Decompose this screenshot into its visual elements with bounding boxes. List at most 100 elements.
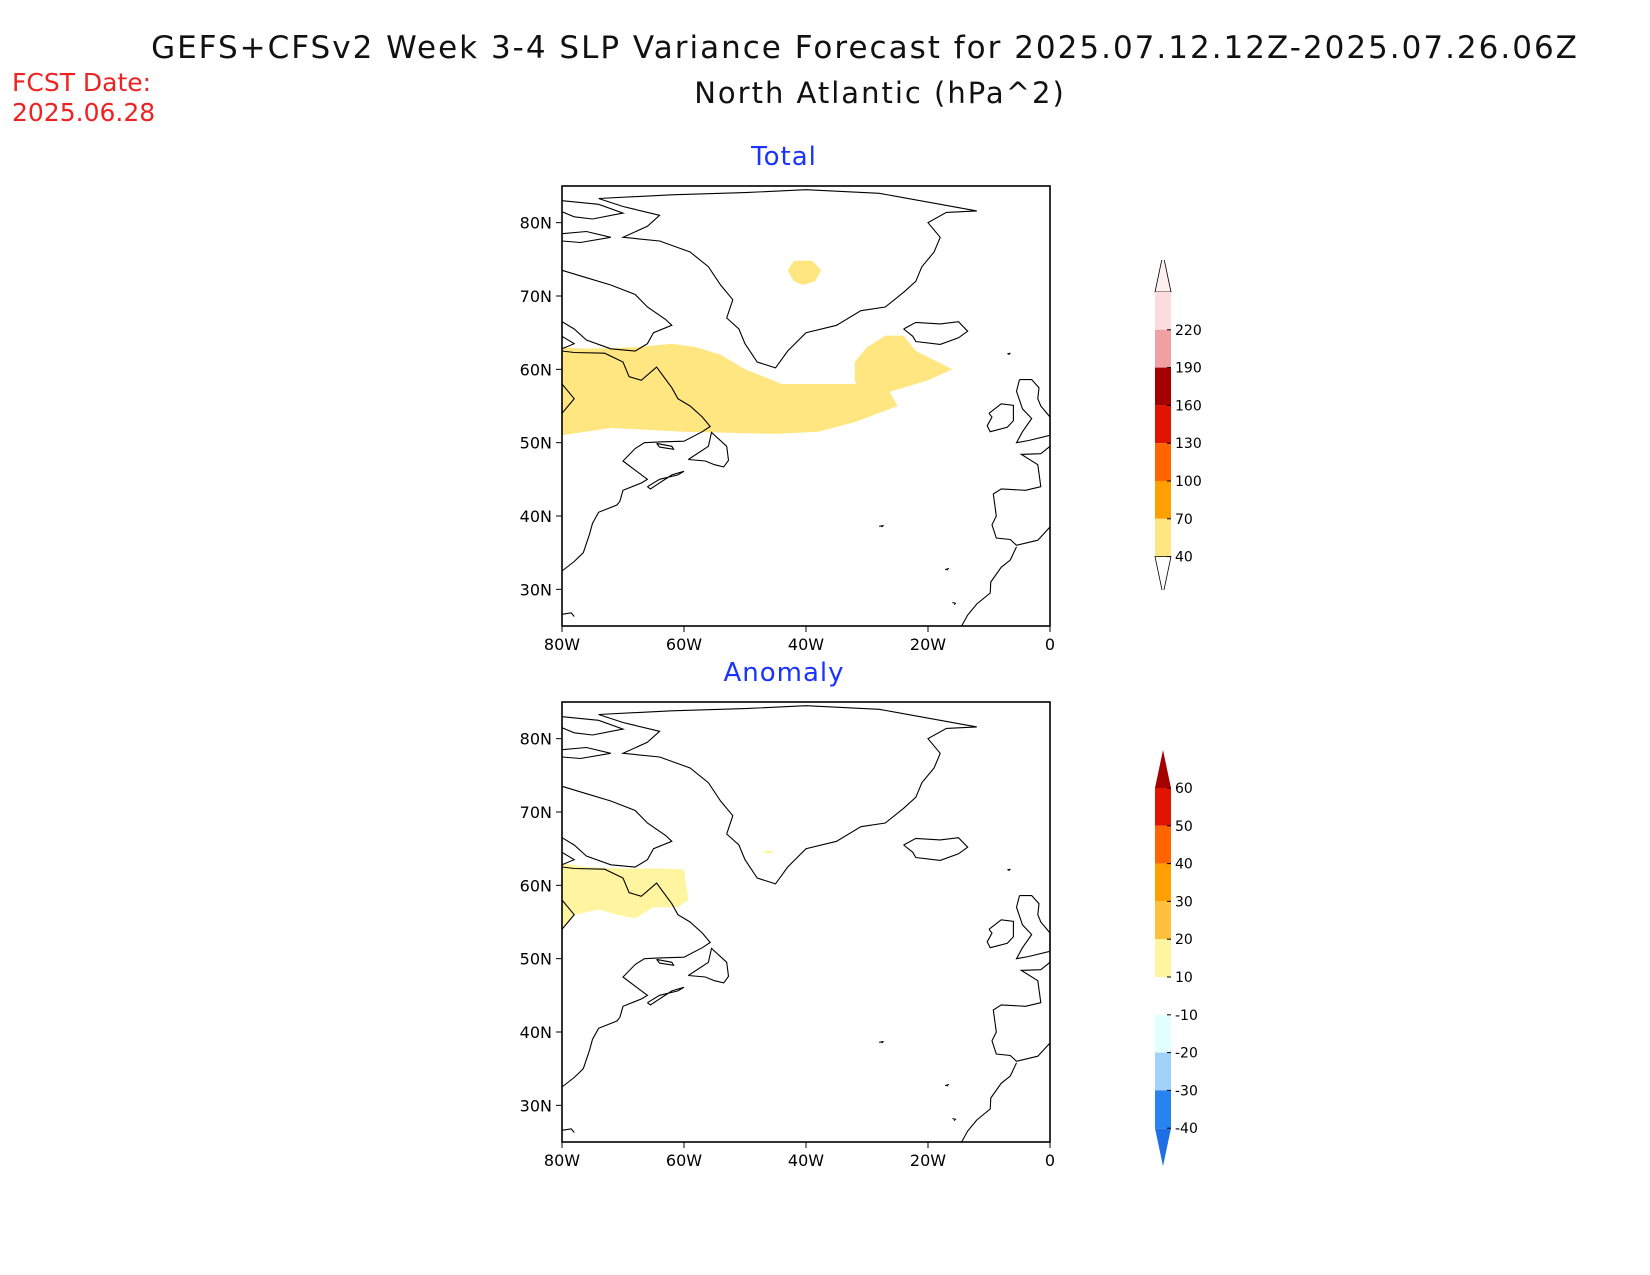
colorbar-label: 160 — [1175, 398, 1202, 414]
coastline — [1015, 895, 1051, 960]
anomaly-map-panel: 80N 70N 60N 50N 40N 30N 80W 60W 40W 20W 0 — [520, 701, 1055, 1170]
colorbar-segment — [1155, 292, 1171, 330]
coastline — [561, 785, 673, 868]
lat-tick-label: 50N — [520, 434, 552, 453]
colorbar-label: 40 — [1175, 550, 1193, 566]
coastline — [961, 546, 1017, 627]
coastline — [561, 612, 575, 617]
total-map-panel: 80N 70N 60N 50N 40N 30N 80W 60W 40W 20W 0 — [520, 185, 1055, 654]
colorbar-segment — [1155, 405, 1171, 444]
lon-tick-label: 20W — [910, 1151, 946, 1170]
coastline — [944, 1083, 950, 1087]
coastline — [879, 1040, 884, 1044]
colorbar-segment — [1155, 329, 1171, 368]
colorbar-label: -40 — [1175, 1121, 1198, 1137]
colorbar-label: -30 — [1175, 1083, 1198, 1099]
lat-tick-label: 60N — [520, 876, 552, 895]
lon-tick-label: 60W — [666, 1151, 702, 1170]
coastline — [903, 837, 969, 861]
coastline — [1007, 868, 1011, 872]
colorbar-label: 40 — [1175, 857, 1193, 873]
colorbar-segment — [1155, 443, 1171, 481]
lon-tick-label: 0 — [1045, 1151, 1055, 1170]
colorbar-segment — [1155, 825, 1171, 864]
colorbar-label: 130 — [1175, 436, 1202, 452]
lat-tick-label: 80N — [520, 214, 552, 233]
colorbar-label: -10 — [1175, 1008, 1198, 1024]
lon-tick-label: 60W — [666, 635, 702, 654]
coastline — [944, 567, 950, 571]
colorbar-segment — [1155, 367, 1171, 406]
colorbar-segment — [1155, 1090, 1171, 1129]
lat-tick-label: 30N — [520, 580, 552, 599]
colorbar-segment — [1155, 863, 1171, 902]
anomaly-colorbar: -40 -30 -20 -10 10 20 30 40 50 60 — [1155, 750, 1198, 1167]
lat-tick-label: 60N — [520, 360, 552, 379]
lat-tick-label: 80N — [520, 730, 552, 749]
coastline — [561, 746, 611, 760]
coastline — [561, 866, 712, 1088]
colorbar-bottom-triangle — [1155, 1128, 1171, 1167]
shaded-region-greenland-interior — [787, 260, 822, 285]
forecast-date-value: 2025.06.28 — [12, 98, 156, 127]
colorbar-label: 50 — [1175, 819, 1193, 835]
main-title: GEFS+CFSv2 Week 3-4 SLP Variance Forecas… — [151, 30, 1579, 66]
colorbar-segment — [1155, 939, 1171, 977]
panel-title-anomaly: Anomaly — [723, 658, 845, 688]
coastline — [991, 961, 1051, 1062]
lat-tick-label: 70N — [520, 287, 552, 306]
colorbar-label: 20 — [1175, 932, 1193, 948]
shaded-region-labrador-hudson — [562, 863, 689, 930]
coastline — [561, 899, 575, 930]
coastline — [561, 1128, 575, 1133]
coastline — [647, 986, 685, 1006]
colorbar-bottom-triangle — [1154, 556, 1172, 590]
colorbar-segment — [1155, 481, 1171, 519]
coastline — [986, 403, 1014, 433]
coastline — [656, 442, 675, 451]
colorbar-segment — [1155, 1052, 1171, 1091]
colorbar-label: 30 — [1175, 894, 1193, 910]
colorbar-segment — [1155, 1014, 1171, 1053]
coastline — [598, 189, 977, 369]
coastline — [561, 200, 626, 220]
shaded-region-labrador-atlantic-band — [562, 343, 898, 436]
colorbar-label: 220 — [1175, 323, 1202, 339]
coastline — [561, 350, 712, 572]
colorbar-label: 60 — [1175, 781, 1193, 797]
coastline — [561, 335, 576, 350]
coastline — [647, 470, 685, 490]
coastline — [961, 1062, 1017, 1143]
colorbar-label: 70 — [1175, 512, 1193, 528]
coastline — [561, 851, 576, 866]
total-colorbar: 40 70 100 130 160 190 220 — [1154, 260, 1202, 590]
coastline — [561, 269, 673, 352]
lat-tick-label: 40N — [520, 507, 552, 526]
subtitle: North Atlantic (hPa^2) — [694, 76, 1066, 110]
lon-tick-label: 40W — [788, 635, 824, 654]
lon-tick-label: 0 — [1045, 635, 1055, 654]
colorbar-segment — [1155, 901, 1171, 940]
panel-title-total: Total — [751, 142, 817, 172]
coastline — [687, 431, 730, 468]
coastline — [687, 947, 730, 984]
coastline — [1015, 379, 1051, 444]
shaded-region-iceland-southwest — [854, 335, 953, 395]
coastline — [879, 524, 884, 528]
coastline — [991, 445, 1051, 546]
colorbar-top-triangle — [1155, 750, 1171, 788]
coastline — [986, 919, 1014, 949]
colorbar-segment — [1155, 518, 1171, 557]
map-background — [562, 702, 1050, 1142]
lon-tick-label: 80W — [544, 1151, 580, 1170]
lat-tick-label: 30N — [520, 1096, 552, 1115]
forecast-date-label: FCST Date: — [12, 68, 152, 97]
coastline — [656, 958, 675, 967]
lon-tick-label: 80W — [544, 635, 580, 654]
coastline — [952, 601, 957, 606]
lon-tick-label: 40W — [788, 1151, 824, 1170]
shaded-region-greenland-south-tip — [763, 850, 773, 854]
colorbar-label: 10 — [1175, 970, 1193, 986]
colorbar-label: 190 — [1175, 361, 1202, 377]
lat-tick-label: 50N — [520, 950, 552, 969]
